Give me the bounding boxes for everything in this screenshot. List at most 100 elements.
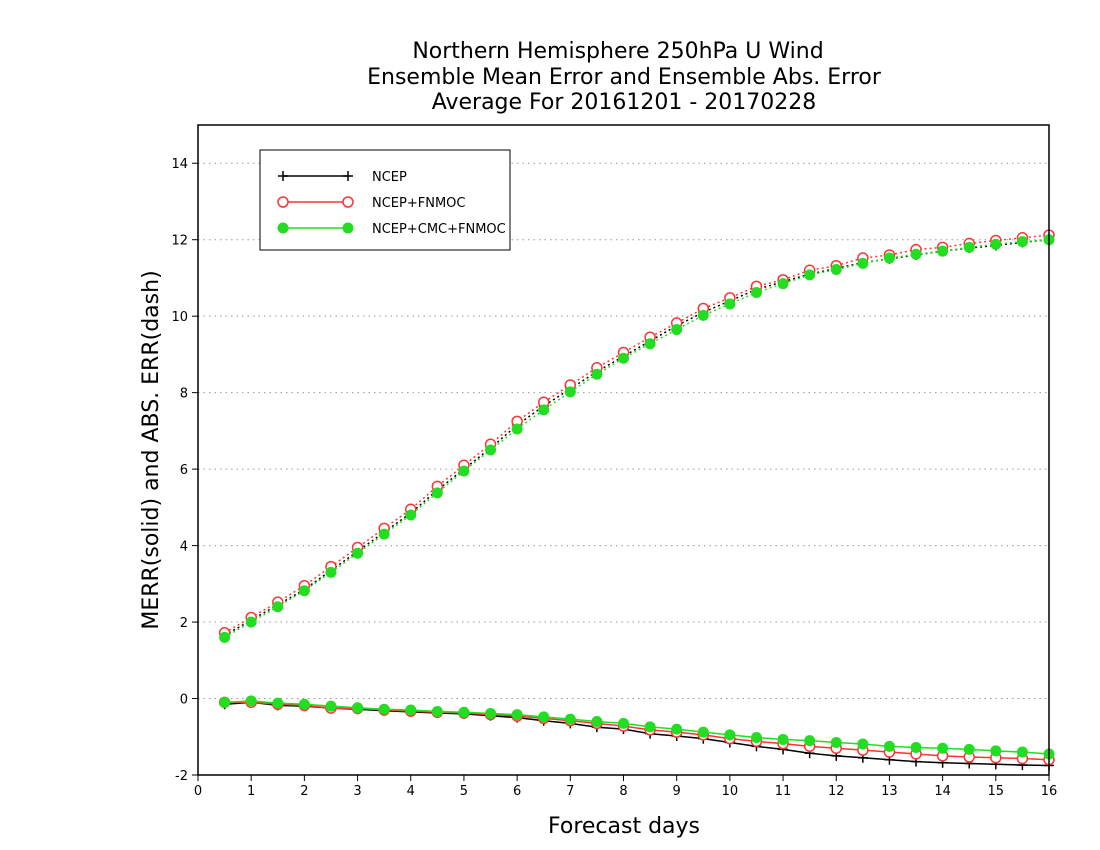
series-ncep-cmc-fnmoc (219, 234, 1055, 760)
chart-title-line-1: Northern Hemisphere 250hPa U Wind (412, 39, 823, 64)
x-tick-label-9: 9 (673, 784, 681, 799)
abs-err-point-ncep-cmc-fnmoc-4 (325, 566, 337, 578)
x-tick-label-16: 16 (1041, 784, 1058, 799)
abs-err-point-ncep-cmc-fnmoc-3 (298, 585, 310, 597)
x-tick-label-5: 5 (460, 784, 468, 799)
y-tick-label-3: 4 (180, 540, 188, 555)
abs-err-point-ncep-cmc-fnmoc-19 (724, 298, 736, 310)
abs-err-point-ncep-cmc-fnmoc-5 (352, 547, 364, 559)
merr-point-ncep-cmc-fnmoc-17 (671, 723, 683, 735)
merr-point-ncep-cmc-fnmoc-13 (564, 713, 576, 725)
y-tick-label-6: 10 (171, 310, 188, 325)
legend-marker-right-ncep-cmc-fnmoc (342, 222, 354, 234)
x-tick-label-8: 8 (619, 784, 627, 799)
x-tick-label-10: 10 (722, 784, 739, 799)
merr-point-ncep-cmc-fnmoc-12 (538, 711, 550, 723)
merr-point-ncep-cmc-fnmoc-9 (458, 706, 470, 718)
abs-err-point-ncep-cmc-fnmoc-27 (937, 245, 949, 257)
merr-point-ncep-cmc-fnmoc-6 (378, 703, 390, 715)
abs-err-point-ncep-cmc-fnmoc-23 (830, 264, 842, 276)
merr-point-ncep-cmc-fnmoc-15 (618, 717, 629, 729)
abs-err-point-ncep-cmc-fnmoc-15 (618, 352, 629, 364)
abs-err-point-ncep-cmc-fnmoc-8 (431, 487, 443, 499)
x-tick-label-2: 2 (300, 784, 308, 799)
merr-line-ncep (224, 701, 1050, 767)
abs-err-point-ncep-cmc-fnmoc-13 (564, 386, 576, 398)
plot-series (218, 229, 1055, 771)
legend-item-ncep: NCEP (278, 170, 407, 185)
merr-point-ncep-cmc-fnmoc-26 (910, 741, 922, 753)
x-tick-label-7: 7 (566, 784, 574, 799)
y-tick-label-4: 6 (180, 463, 188, 478)
plot-area-frame (197, 124, 1050, 776)
chart-title-line-2: Ensemble Mean Error and Ensemble Abs. Er… (367, 65, 882, 90)
merr-point-ncep-cmc-fnmoc-28 (963, 743, 975, 755)
abs-err-point-ncep-cmc-fnmoc-6 (378, 528, 390, 540)
legend-marker-left-ncep (278, 171, 288, 181)
abs-err-point-ncep-cmc-fnmoc-10 (485, 444, 497, 456)
y-tick-label-1: 0 (180, 693, 188, 708)
abs-err-point-ncep-cmc-fnmoc-17 (671, 324, 683, 336)
abs-err-line-ncep (224, 238, 1050, 637)
x-axis-label: Forecast days (548, 814, 700, 839)
abs-err-point-ncep-cmc-fnmoc-20 (750, 286, 762, 298)
abs-err-point-ncep-cmc-fnmoc-1 (245, 616, 257, 628)
legend-box (259, 149, 511, 251)
merr-point-ncep-cmc-fnmoc-1 (245, 695, 257, 707)
legend-marker-right-ncep-fnmoc (342, 196, 354, 208)
merr-point-ncep-cmc-fnmoc-4 (325, 700, 337, 712)
abs-err-point-ncep-cmc-fnmoc-22 (804, 269, 816, 281)
merr-point-ncep-cmc-fnmoc-20 (750, 732, 762, 744)
merr-point-ncep-cmc-fnmoc-19 (724, 729, 736, 741)
merr-point-ncep-cmc-fnmoc-0 (219, 696, 231, 708)
legend-marker-left-ncep-cmc-fnmoc (277, 222, 289, 234)
y-tick-label-8: 14 (171, 157, 188, 172)
merr-point-ncep-cmc-fnmoc-21 (777, 733, 789, 745)
abs-err-point-ncep-cmc-fnmoc-26 (910, 248, 922, 260)
merr-point-ncep-cmc-fnmoc-8 (431, 706, 443, 718)
legend-marker-left-ncep-fnmoc (277, 196, 289, 208)
merr-point-ncep-cmc-fnmoc-29 (990, 745, 1002, 757)
x-tick-label-14: 14 (934, 784, 951, 799)
abs-err-point-ncep-cmc-fnmoc-7 (405, 509, 417, 521)
abs-err-line-ncep-fnmoc (224, 234, 1050, 634)
y-tick-label-7: 12 (171, 234, 188, 249)
series-ncep-fnmoc (218, 229, 1055, 766)
legend-label-ncep: NCEP (372, 170, 407, 185)
abs-err-point-ncep-cmc-fnmoc-21 (777, 278, 789, 290)
merr-point-ncep-cmc-fnmoc-16 (644, 721, 656, 733)
abs-err-point-ncep-cmc-fnmoc-9 (458, 465, 470, 477)
abs-err-point-ncep-cmc-fnmoc-24 (857, 257, 869, 269)
merr-point-ncep-cmc-fnmoc-5 (352, 702, 364, 714)
x-tick-label-12: 12 (828, 784, 845, 799)
x-tick-label-6: 6 (513, 784, 521, 799)
merr-point-ncep-cmc-fnmoc-27 (937, 742, 949, 754)
y-tick-label-0: -2 (175, 769, 188, 784)
merr-point-ncep-cmc-fnmoc-24 (857, 738, 869, 750)
abs-err-point-ncep-cmc-fnmoc-2 (272, 601, 284, 613)
abs-err-point-ncep-cmc-fnmoc-16 (644, 338, 656, 350)
merr-point-ncep-cmc-fnmoc-2 (272, 697, 284, 709)
chart-title-line-3: Average For 20161201 - 20170228 (432, 90, 817, 115)
legend-label-ncep-cmc-fnmoc: NCEP+CMC+FNMOC (372, 222, 506, 237)
x-tick-label-0: 0 (194, 784, 202, 799)
legend-item-ncep-cmc-fnmoc: NCEP+CMC+FNMOC (277, 222, 506, 237)
series-ncep (219, 234, 1054, 771)
x-tick-label-11: 11 (775, 784, 792, 799)
legend: NCEP NCEP+FNMOC NCEP+CMC+FNMOC (259, 149, 511, 251)
abs-err-point-ncep-cmc-fnmoc-0 (219, 631, 231, 643)
merr-point-ncep-cmc-fnmoc-30 (1016, 746, 1028, 758)
x-tick-label-1: 1 (247, 784, 255, 799)
y-tick-label-2: 2 (180, 616, 188, 631)
abs-err-point-ncep-cmc-fnmoc-28 (963, 241, 975, 253)
merr-point-ncep-cmc-fnmoc-10 (485, 707, 497, 719)
y-tick-label-5: 8 (180, 387, 188, 402)
x-tick-label-15: 15 (988, 784, 1005, 799)
abs-err-point-ncep-cmc-fnmoc-12 (538, 404, 550, 416)
x-tick-label-13: 13 (881, 784, 898, 799)
merr-point-ncep-cmc-fnmoc-22 (804, 735, 816, 747)
abs-err-point-ncep-cmc-fnmoc-18 (697, 309, 709, 321)
legend-marker-right-ncep (343, 171, 353, 181)
merr-point-ncep-cmc-fnmoc-7 (405, 704, 417, 716)
